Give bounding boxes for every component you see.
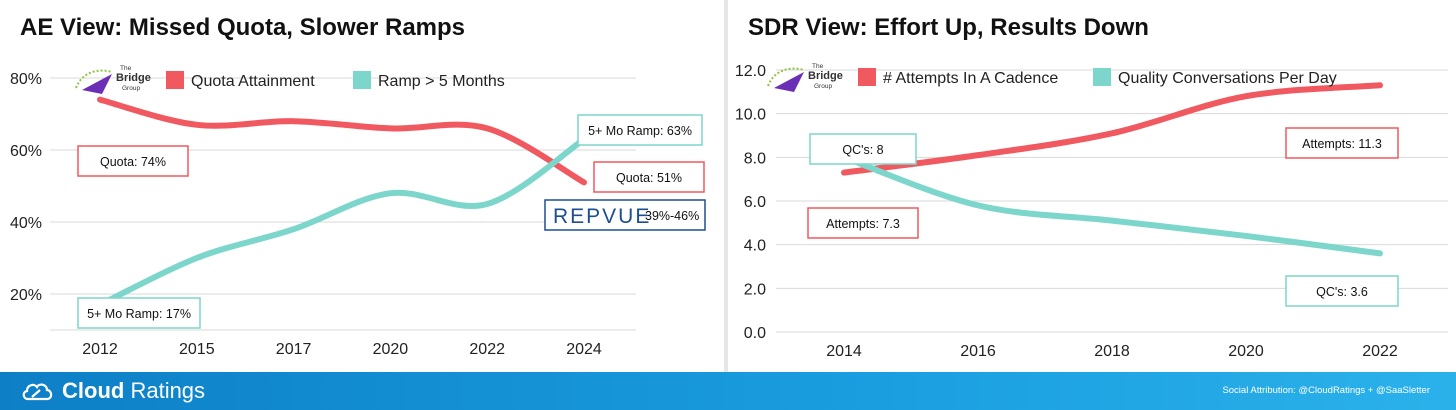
legend-swatch-1 <box>858 68 876 86</box>
footer-bar: Cloud Ratings Social Attribution: @Cloud… <box>0 372 1456 410</box>
annotation-box: QC's: 8 <box>809 133 917 165</box>
x-tick-label: 2020 <box>373 341 409 358</box>
annotation-border <box>77 145 189 177</box>
annotation-box: Quota: 74% <box>77 145 189 177</box>
x-tick-label: 2016 <box>960 343 996 360</box>
annotation-label: Quota: 51% <box>616 171 682 185</box>
series-line-1 <box>841 82 1383 176</box>
logo-text-bridge: Bridge <box>116 72 151 84</box>
logo-text-bridge: Bridge <box>808 70 843 82</box>
logo-arc-icon <box>75 69 113 89</box>
logo-text-group: Group <box>814 83 832 90</box>
sdr-line-chart: 0.0 2.0 4.0 6.0 8.0 10.0 12.0 2014 2016 2018 2020 2… <box>735 63 1448 360</box>
x-tick-label: 2022 <box>469 341 505 358</box>
logo-triangle-icon <box>774 72 804 92</box>
y-tick-label: 80% <box>10 71 42 88</box>
annotation-box: Attempts: 7.3 <box>807 207 919 239</box>
footer-brand-bold: Cloud <box>62 378 125 403</box>
annotation-border <box>1285 275 1399 307</box>
y-tick-label: 12.0 <box>735 63 766 80</box>
legend-label-1: Quota Attainment <box>191 73 315 90</box>
logo-text-group: Group <box>122 85 140 92</box>
annotation-border <box>577 114 703 146</box>
annotation-box: 5+ Mo Ramp: 63% <box>577 114 703 146</box>
annotation-border <box>593 161 705 193</box>
legend-swatch-2 <box>353 71 371 89</box>
x-tick-label: 2022 <box>1362 343 1398 360</box>
legend-label-1: # Attempts In A Cadence <box>883 70 1058 87</box>
cloud-logo-icon <box>22 383 53 401</box>
badge-border <box>544 199 706 231</box>
legend-swatch-2 <box>1093 68 1111 86</box>
footer-brand: Cloud Ratings <box>62 378 205 404</box>
x-tick-label: 2024 <box>566 341 602 358</box>
y-tick-label: 20% <box>10 287 42 304</box>
legend-swatch-1 <box>166 71 184 89</box>
annotation-label: 5+ Mo Ramp: 17% <box>87 307 191 321</box>
y-tick-label: 4.0 <box>744 238 766 255</box>
panel-divider <box>724 0 728 410</box>
ae-view-panel: AE View: Missed Quota, Slower Ramps 20% 4… <box>0 0 724 410</box>
repvue-logo-text: REPVUE <box>553 205 651 228</box>
y-tick-label: 40% <box>10 215 42 232</box>
annotation-border <box>809 133 917 165</box>
x-tick-label: 2020 <box>1228 343 1264 360</box>
annotation-box: Attempts: 11.3 <box>1285 127 1399 159</box>
annotation-box: 5+ Mo Ramp: 17% <box>77 297 201 329</box>
y-tick-label: 0.0 <box>744 325 766 342</box>
legend-label-2: Quality Conversations Per Day <box>1118 70 1337 87</box>
series-line-1 <box>97 96 587 186</box>
annotation-box: QC's: 3.6 <box>1285 275 1399 307</box>
annotation-label: QC's: 3.6 <box>1316 285 1368 299</box>
legend-label-2: Ramp > 5 Months <box>378 73 505 90</box>
y-tick-label: 60% <box>10 143 42 160</box>
annotation-label: Attempts: 11.3 <box>1302 137 1382 151</box>
annotation-border <box>77 297 201 329</box>
footer-brand-rest: Ratings <box>130 378 206 403</box>
annotation-box: Quota: 51% <box>593 161 705 193</box>
badge-range: 39%-46% <box>645 209 699 223</box>
series-line-2 <box>97 136 587 308</box>
y-tick-label: 8.0 <box>744 150 766 167</box>
series-line-2 <box>841 154 1383 257</box>
annotation-border <box>807 207 919 239</box>
ae-line-chart: 20% 40% 60% 80% 2012 2015 2017 2020 2022 2024 TheB… <box>10 65 706 358</box>
y-tick-label: 2.0 <box>744 281 766 298</box>
annotation-label: Quota: 74% <box>100 155 166 169</box>
x-tick-label: 2015 <box>179 341 215 358</box>
y-tick-label: 10.0 <box>735 107 766 124</box>
annotation-label: 5+ Mo Ramp: 63% <box>588 124 692 138</box>
x-tick-label: 2012 <box>82 341 118 358</box>
logo-triangle-icon <box>82 74 112 94</box>
x-tick-label: 2014 <box>826 343 862 360</box>
annotation-label: Attempts: 7.3 <box>826 217 900 231</box>
annotation-border <box>1285 127 1399 159</box>
y-tick-label: 6.0 <box>744 194 766 211</box>
sdr-view-panel: SDR View: Effort Up, Results Down 0.0 2.0… <box>728 0 1456 410</box>
sdr-chart-title: SDR View: Effort Up, Results Down <box>748 14 1149 41</box>
annotation-label: QC's: 8 <box>842 143 883 157</box>
logo-text-the: The <box>120 65 132 72</box>
logo-text-the: The <box>812 63 824 70</box>
x-tick-label: 2017 <box>276 341 312 358</box>
footer-attribution: Social Attribution: @CloudRatings + @Saa… <box>1222 385 1430 396</box>
logo-arc-icon <box>767 67 805 87</box>
ae-chart-title: AE View: Missed Quota, Slower Ramps <box>20 14 466 41</box>
x-tick-label: 2018 <box>1094 343 1130 360</box>
